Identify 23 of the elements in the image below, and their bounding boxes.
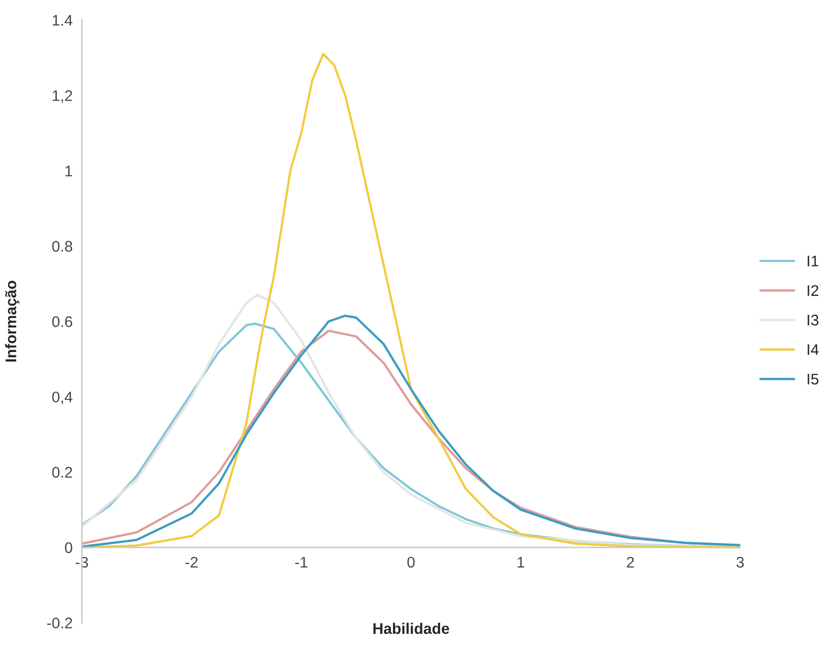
x-tick-label: 3: [736, 556, 744, 568]
x-tick-label: -2: [185, 556, 198, 568]
legend-label: I1: [808, 256, 818, 266]
x-tick-label: 1: [518, 556, 524, 568]
legend-label: I3: [808, 314, 818, 326]
x-axis-title: Habilidade: [373, 622, 450, 634]
y-tick-label: 1: [66, 166, 72, 176]
legend-label: I2: [808, 285, 818, 296]
y-tick-label: 0.8: [52, 240, 72, 252]
legend-label: I5: [808, 374, 818, 385]
y-tick-label: 1.4: [52, 15, 72, 26]
y-tick-label: -0.2: [47, 618, 72, 628]
y-tick-label: 1,2: [52, 90, 72, 103]
y-tick-label: 0.2: [52, 466, 72, 478]
y-tick-label: 0.6: [52, 316, 72, 328]
x-tick-label: -1: [295, 556, 308, 568]
y-axis-title: Informação: [5, 280, 20, 362]
legend-label: I4: [808, 344, 819, 355]
line-series: [82, 52, 740, 549]
y-tick-label: 0,4: [52, 392, 72, 404]
x-tick-label: 2: [626, 556, 634, 568]
y-tick-label: 0: [64, 542, 72, 554]
x-tick-label: 0: [407, 556, 415, 568]
